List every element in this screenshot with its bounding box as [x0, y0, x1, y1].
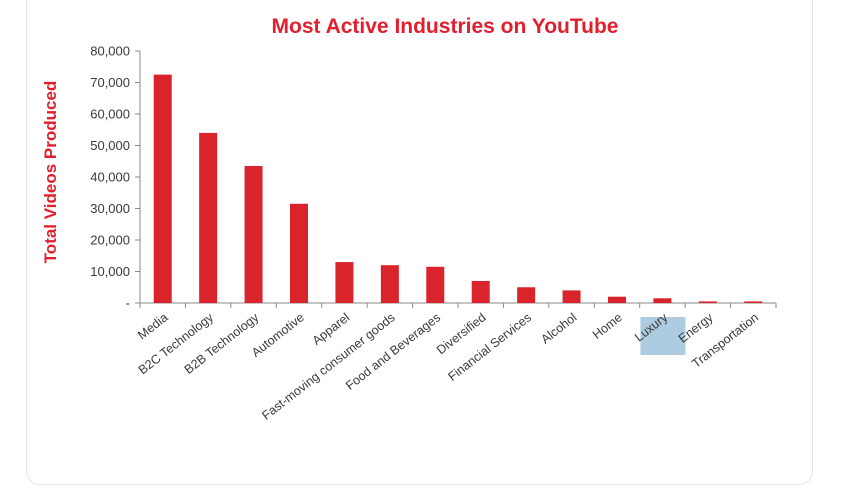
bar-automotive	[290, 203, 308, 303]
bar-transportation	[744, 301, 763, 303]
y-tick-label: 50,000	[90, 138, 130, 153]
y-tick-label: 70,000	[90, 75, 130, 90]
bar-b2b-technology	[244, 165, 263, 303]
bar-food-and-beverages	[426, 266, 445, 303]
y-tick-label: 80,000	[90, 44, 130, 59]
bar-diversified	[471, 280, 490, 303]
y-tick-label: 40,000	[90, 170, 130, 185]
y-axis-label: Total Videos Produced	[41, 81, 60, 264]
bar-media	[153, 74, 172, 303]
y-tick-label: 30,000	[90, 201, 130, 216]
bar-fast-moving-consumer-goods	[380, 265, 399, 303]
bar-b2c-technology	[199, 132, 218, 303]
x-tick-label: Alcohol	[538, 310, 579, 346]
category-highlight	[640, 317, 686, 355]
bar-financial-services	[517, 287, 536, 303]
bar-energy	[698, 301, 717, 303]
y-tick-label: 10,000	[90, 264, 130, 279]
x-tick-label: Home	[590, 310, 625, 342]
bar-apparel	[335, 262, 354, 303]
y-tick-label: 60,000	[90, 107, 130, 122]
x-tick-label: Apparel	[310, 310, 353, 348]
plot-area: - 10,000 20,000 30,000 40,000 50,000 60,000 70,…	[90, 44, 777, 423]
y-tick-label: -	[126, 296, 130, 311]
x-tick-label: B2C Technology	[136, 310, 217, 377]
bar-home	[608, 296, 626, 303]
bar-luxury	[653, 298, 672, 303]
x-tick-label: Media	[135, 310, 170, 342]
chart-title: Most Active Industries on YouTube	[272, 15, 619, 38]
y-tick-label: 20,000	[90, 233, 130, 248]
x-tick-label: Financial Services	[445, 310, 534, 383]
bar-alcohol	[562, 290, 581, 303]
